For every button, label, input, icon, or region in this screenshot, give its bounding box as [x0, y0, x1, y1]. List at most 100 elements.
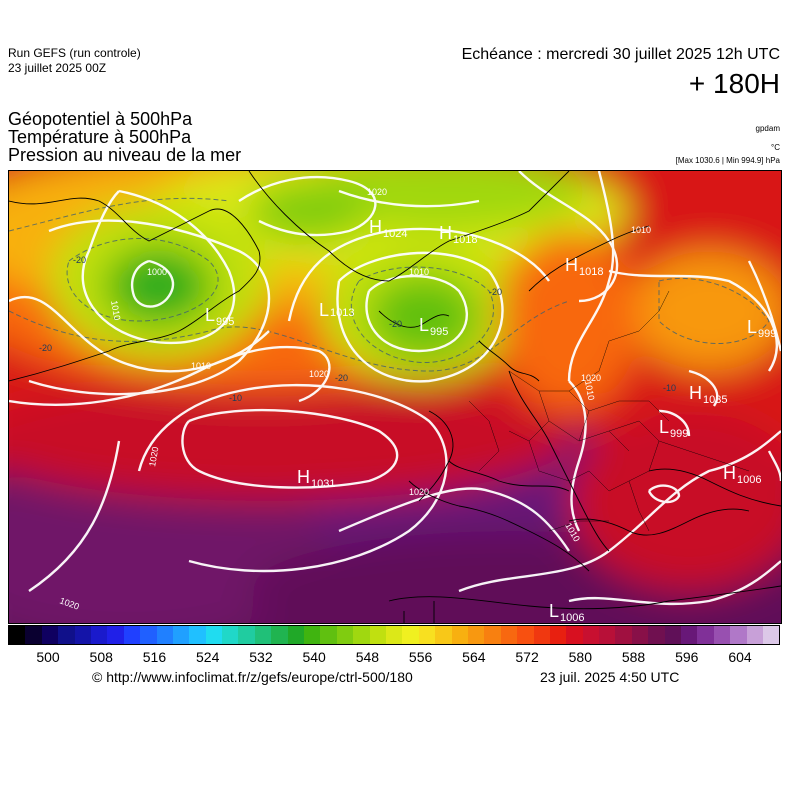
color-scale-cell	[336, 626, 354, 644]
pressure-center: H 1018	[439, 223, 477, 246]
center-letter: L	[419, 315, 429, 335]
isotherm-labels: -20 -20 -20 -20 -20 -10 -10	[39, 255, 676, 403]
center-value: 1035	[703, 394, 727, 406]
color-scale-cell	[369, 626, 386, 644]
pressure-centers: H 1024 H 1018 L 995 L 995 L 1013 H 1018	[205, 217, 776, 623]
color-scale-tick: 548	[355, 649, 380, 665]
pressure-center: L 1006	[549, 601, 584, 623]
pressure-center: H 1018	[565, 255, 603, 278]
isobar-label: 1010	[409, 267, 429, 277]
pressure-center: L 995	[419, 315, 448, 338]
coastlines	[9, 171, 781, 623]
color-scale-cell	[549, 626, 567, 644]
color-scale-cell	[713, 626, 731, 644]
lead-time: + 180H	[688, 68, 780, 99]
generation-time: 23 juil. 2025 4:50 UTC	[540, 669, 680, 685]
unit-pressure-range: [Max 1030.6 | Min 994.9] hPa	[675, 156, 780, 165]
pressure-center: L 995	[205, 305, 234, 328]
center-value: 1013	[330, 307, 354, 319]
param-temperature: Température à 500hPa	[8, 127, 192, 147]
pressure-center: H 1035	[689, 383, 727, 406]
param-pressure: Pression au niveau de la mer	[8, 145, 242, 165]
color-scale-cell	[402, 626, 419, 644]
color-scale-cell	[156, 626, 173, 644]
center-value: 999	[670, 428, 688, 440]
center-letter: L	[549, 601, 559, 621]
color-scale-cell	[304, 626, 321, 644]
color-scale-cell	[451, 626, 468, 644]
weather-map: H 1024 H 1018 L 995 L 995 L 1013 H 1018	[8, 170, 782, 624]
color-scale-tick: 524	[196, 649, 220, 665]
color-scale-cell	[746, 626, 763, 644]
color-scale-ticks: 500 508 516 524 532 540 548 556 564 572 580 588 596 6…	[8, 649, 780, 667]
param-geopotential: Géopotentiel à 500hPa	[8, 109, 193, 129]
pressure-center: H 1006	[723, 463, 761, 486]
color-scale-cell	[287, 626, 305, 644]
center-letter: L	[659, 417, 669, 437]
color-scale-tick: 516	[142, 649, 167, 665]
source-credit: © http://www.infoclimat.fr/z/gefs/europe…	[92, 669, 413, 685]
color-scale-cell	[517, 626, 534, 644]
center-letter: H	[689, 383, 702, 403]
center-value: 1024	[383, 228, 407, 240]
pressure-center: L 999	[659, 417, 688, 440]
color-scale-cell	[582, 626, 600, 644]
isobars	[9, 171, 781, 606]
color-scale-cell	[9, 626, 26, 644]
isotherm-label: -20	[389, 319, 402, 329]
color-scale-cell	[107, 626, 124, 644]
color-scale-cell	[254, 626, 272, 644]
color-scale-cell	[615, 626, 632, 644]
center-letter: H	[723, 463, 736, 483]
isobar-label: 1000	[147, 267, 167, 277]
center-letter: H	[369, 217, 382, 237]
isobar-label: 1010	[583, 380, 596, 401]
center-letter: L	[205, 305, 215, 325]
center-value: 995	[216, 316, 234, 328]
color-scale-tick: 556	[408, 649, 433, 665]
color-scale-cell	[74, 626, 91, 644]
color-scale-cell	[435, 626, 452, 644]
color-scale-cell	[140, 626, 157, 644]
isobar-label: 1020	[409, 487, 429, 497]
color-scale-cell	[664, 626, 682, 644]
color-scale-cell	[533, 626, 550, 644]
center-letter: H	[297, 467, 310, 487]
pressure-center: L 999	[747, 317, 776, 340]
color-scale-cell	[648, 626, 665, 644]
center-letter: H	[439, 223, 452, 243]
color-scale-cell	[566, 626, 583, 644]
run-date: 23 juillet 2025 00Z	[8, 61, 107, 75]
color-scale-cell	[681, 626, 698, 644]
isobar-label: 1010	[109, 300, 122, 321]
isotherm-label: -20	[335, 373, 348, 383]
color-scale-cell	[697, 626, 714, 644]
isobar-label: 1020	[581, 373, 601, 383]
center-value: 999	[758, 328, 776, 340]
color-scale-cell	[599, 626, 616, 644]
color-scale-cell	[172, 626, 190, 644]
color-scale-tick: 596	[675, 649, 699, 665]
color-scale-cell	[58, 626, 75, 644]
color-scale-tick: 532	[249, 649, 273, 665]
color-scale-tick: 572	[515, 649, 539, 665]
unit-temperature: °C	[771, 143, 780, 152]
color-scale-cell	[123, 626, 141, 644]
color-scale-cell	[484, 626, 501, 644]
color-scale-cell	[222, 626, 239, 644]
color-scale-tick: 540	[302, 649, 326, 665]
color-scale-tick: 564	[462, 649, 486, 665]
color-scale-cell	[353, 626, 370, 644]
color-scale-tick: 588	[621, 649, 646, 665]
pressure-center: H 1024	[369, 217, 407, 240]
center-value: 1006	[737, 474, 761, 486]
forecast-validity: Echéance : mercredi 30 juillet 2025 12h …	[461, 46, 780, 63]
center-letter: L	[747, 317, 757, 337]
color-scale-cell	[90, 626, 108, 644]
color-scale-tick: 500	[36, 649, 60, 665]
pressure-center: L 1013	[319, 300, 354, 320]
center-letter: L	[319, 300, 329, 320]
color-scale-cell	[631, 626, 649, 644]
color-scale-cell	[189, 626, 206, 644]
color-scale-cell	[762, 626, 780, 644]
